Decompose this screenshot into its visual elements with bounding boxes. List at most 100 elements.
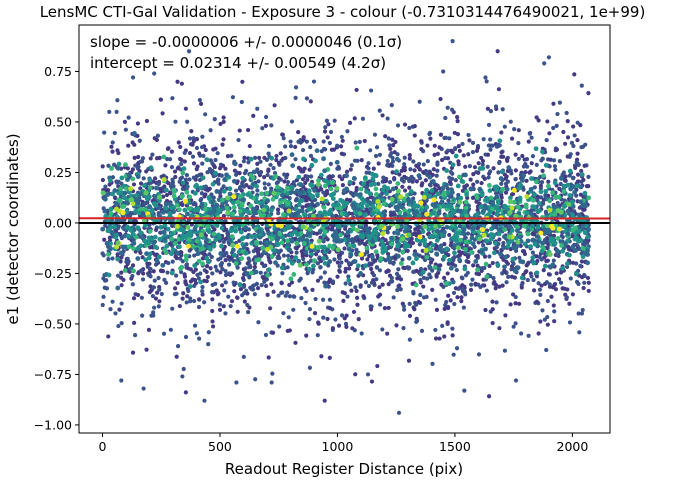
- data-point: [578, 123, 583, 128]
- data-point: [214, 288, 219, 293]
- data-point: [503, 176, 508, 181]
- data-point: [391, 143, 396, 148]
- data-point: [437, 145, 442, 150]
- data-point: [289, 280, 295, 285]
- data-point: [216, 177, 221, 182]
- data-point: [147, 222, 152, 228]
- data-point: [401, 304, 406, 309]
- data-point: [269, 123, 274, 128]
- data-point: [317, 228, 323, 234]
- data-point: [413, 300, 418, 306]
- data-point: [140, 156, 146, 161]
- data-point: [465, 254, 471, 260]
- data-point: [315, 192, 320, 197]
- data-point: [117, 198, 123, 204]
- data-point: [142, 223, 148, 228]
- data-point: [474, 148, 480, 153]
- data-point: [425, 159, 430, 164]
- data-point: [210, 199, 216, 204]
- data-point: [204, 237, 210, 243]
- data-point: [357, 211, 363, 216]
- data-point: [359, 331, 364, 336]
- data-point: [430, 242, 436, 248]
- data-point: [467, 239, 473, 245]
- data-point: [121, 203, 127, 209]
- data-point: [210, 308, 215, 314]
- data-point: [163, 163, 168, 168]
- data-point: [189, 213, 195, 218]
- data-point: [445, 148, 450, 153]
- data-point: [385, 116, 390, 121]
- data-point: [410, 240, 416, 246]
- data-point: [555, 200, 560, 206]
- data-point: [393, 139, 398, 145]
- data-point: [395, 288, 400, 293]
- data-point: [298, 182, 304, 188]
- data-point: [244, 168, 249, 173]
- data-point: [175, 79, 180, 84]
- data-point: [255, 188, 260, 193]
- data-point: [183, 253, 189, 259]
- data-point: [358, 283, 363, 288]
- data-point: [433, 336, 439, 341]
- data-point: [554, 123, 559, 128]
- data-point: [178, 227, 184, 233]
- data-point: [581, 177, 586, 183]
- data-point: [435, 168, 440, 173]
- data-point: [101, 294, 106, 299]
- data-point: [293, 157, 298, 162]
- data-point: [106, 163, 111, 168]
- data-point: [527, 131, 532, 136]
- data-point: [192, 201, 197, 206]
- data-point: [253, 269, 259, 275]
- data-point: [209, 290, 215, 295]
- data-point: [232, 252, 237, 258]
- data-point: [172, 169, 178, 174]
- data-point: [148, 266, 153, 271]
- data-point: [154, 156, 160, 161]
- data-point: [540, 168, 545, 173]
- data-point: [256, 253, 261, 258]
- data-point: [262, 175, 267, 180]
- data-point: [296, 174, 302, 180]
- data-point: [293, 144, 298, 150]
- data-point: [100, 302, 105, 308]
- data-point: [294, 250, 299, 255]
- data-point: [256, 320, 261, 325]
- data-point: [421, 284, 426, 289]
- data-point: [455, 115, 460, 120]
- data-point: [445, 321, 450, 327]
- data-point: [265, 172, 270, 178]
- data-point: [192, 278, 198, 283]
- data-point: [273, 173, 279, 179]
- data-point: [281, 212, 286, 217]
- data-point: [217, 307, 223, 312]
- data-point: [188, 142, 194, 147]
- data-point: [539, 248, 545, 254]
- data-point: [184, 173, 190, 178]
- data-point: [174, 250, 180, 256]
- data-point: [449, 240, 454, 245]
- data-point: [530, 250, 536, 255]
- data-point: [380, 113, 385, 118]
- data-point: [322, 168, 327, 174]
- data-point: [490, 320, 495, 326]
- data-point: [475, 267, 480, 273]
- data-point: [307, 307, 313, 312]
- data-point: [544, 137, 549, 143]
- data-point: [238, 208, 243, 214]
- data-point: [348, 190, 354, 196]
- data-point: [334, 159, 340, 165]
- data-point: [258, 159, 263, 164]
- data-point: [562, 241, 568, 247]
- data-point: [179, 161, 184, 167]
- data-point: [570, 184, 575, 190]
- data-point: [269, 282, 274, 287]
- data-point: [172, 286, 178, 291]
- data-point: [251, 249, 256, 254]
- data-point: [163, 250, 169, 256]
- data-point: [554, 271, 559, 276]
- data-point: [168, 191, 173, 196]
- data-point: [355, 302, 360, 307]
- data-point: [300, 189, 306, 195]
